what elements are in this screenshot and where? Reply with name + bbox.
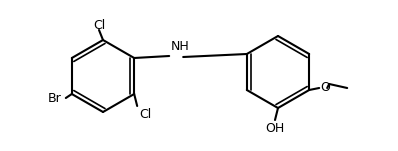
Text: Cl: Cl [139, 108, 151, 121]
Text: O: O [320, 80, 330, 93]
Text: Cl: Cl [93, 19, 105, 32]
Text: OH: OH [265, 122, 285, 135]
Text: Br: Br [48, 93, 62, 106]
Text: NH: NH [171, 40, 190, 53]
